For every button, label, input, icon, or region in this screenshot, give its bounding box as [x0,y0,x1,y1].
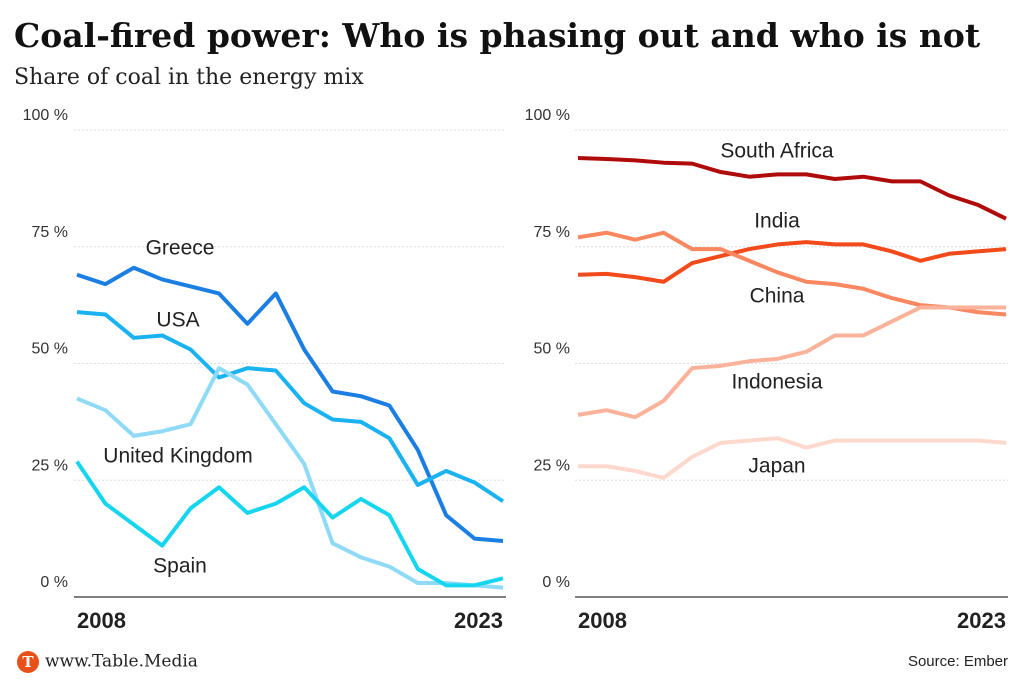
series-line [578,436,1007,480]
series-label: USA [156,309,199,332]
series-label: United Kingdom [103,445,252,468]
x-tick-label: 2008 [77,608,126,633]
series-label: India [754,210,800,233]
series-line [577,156,1007,221]
x-tick-label: 2023 [957,608,1006,633]
series-line [76,366,504,590]
series-label: Spain [153,555,207,578]
series-line [577,240,1007,284]
logo-letter: T [22,653,34,671]
y-tick-label: 50 % [534,341,570,358]
y-tick-label: 50 % [32,341,68,358]
y-tick-label: 100 % [525,107,570,124]
series-label: Japan [748,455,805,478]
brand: www.Table.Media [45,652,198,672]
series-line [75,460,504,588]
source: Source: Ember [908,653,1008,670]
y-tick-label: 0 % [542,574,570,591]
series-label: Greece [146,237,215,260]
y-tick-label: 0 % [40,574,68,591]
series-label: Indonesia [731,371,822,394]
y-tick-label: 100 % [23,107,68,124]
x-tick-label: 2023 [454,608,503,633]
series-line [577,305,1006,420]
chart-title: Coal-fired power: Who is phasing out and… [14,16,981,55]
chart-subtitle: Share of coal in the energy mix [14,65,364,90]
series-label: China [750,285,805,308]
series-line [76,265,504,543]
series-line [76,310,505,503]
y-tick-label: 25 % [32,457,68,474]
logo [17,651,39,673]
y-tick-label: 75 % [32,224,68,241]
series-label: South Africa [720,140,834,163]
x-tick-label: 2008 [578,608,627,633]
y-tick-label: 25 % [534,457,570,474]
y-tick-label: 75 % [534,224,570,241]
